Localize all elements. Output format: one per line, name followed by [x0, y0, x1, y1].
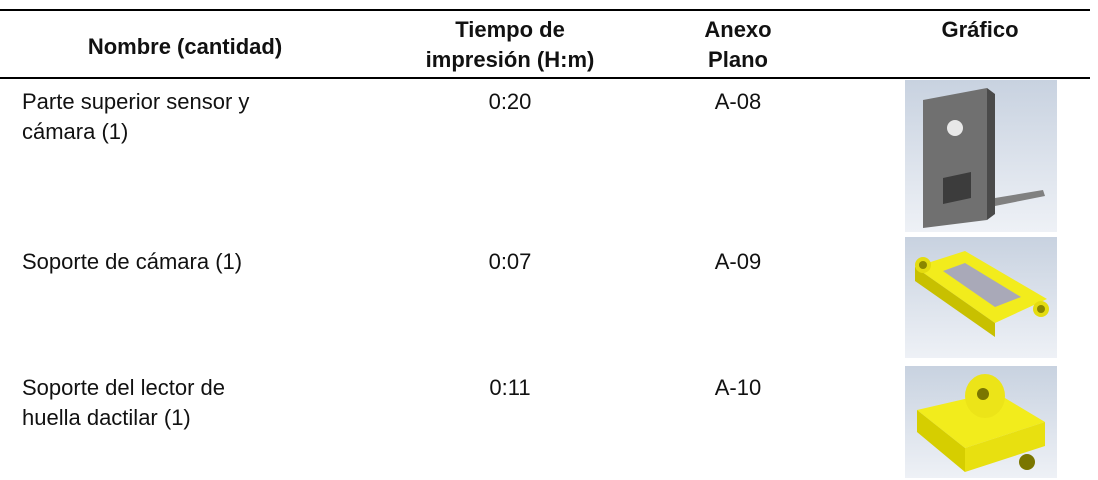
header-cell: Nombre (cantidad) [88, 31, 282, 62]
annex-cell: A-08 [715, 86, 761, 117]
header-cell: Plano [708, 44, 768, 75]
header-cell: Anexo [704, 14, 771, 45]
time-cell: 0:11 [489, 372, 530, 403]
time-cell: 0:07 [489, 246, 532, 277]
annex-cell: A-09 [715, 246, 761, 277]
part-image [905, 237, 1057, 358]
name-cell: Soporte de cámara (1) [22, 246, 242, 277]
name-cell: Soporte del lector de [22, 372, 225, 403]
name-cell: cámara (1) [22, 116, 128, 147]
annex-cell: A-10 [715, 372, 761, 403]
header-rule [0, 77, 1090, 79]
page: Nombre (cantidad) Tiempo deimpresión (H:m… [0, 0, 1098, 480]
top-rule [0, 9, 1090, 11]
part-image [905, 80, 1057, 232]
time-cell: 0:20 [489, 86, 532, 117]
name-cell: Parte superior sensor y [22, 86, 249, 117]
name-cell: huella dactilar (1) [22, 402, 191, 433]
header-cell: Gráfico [941, 14, 1018, 45]
header-cell: impresión (H:m) [426, 44, 595, 75]
header-cell: Tiempo de [455, 14, 565, 45]
part-image [905, 366, 1057, 478]
